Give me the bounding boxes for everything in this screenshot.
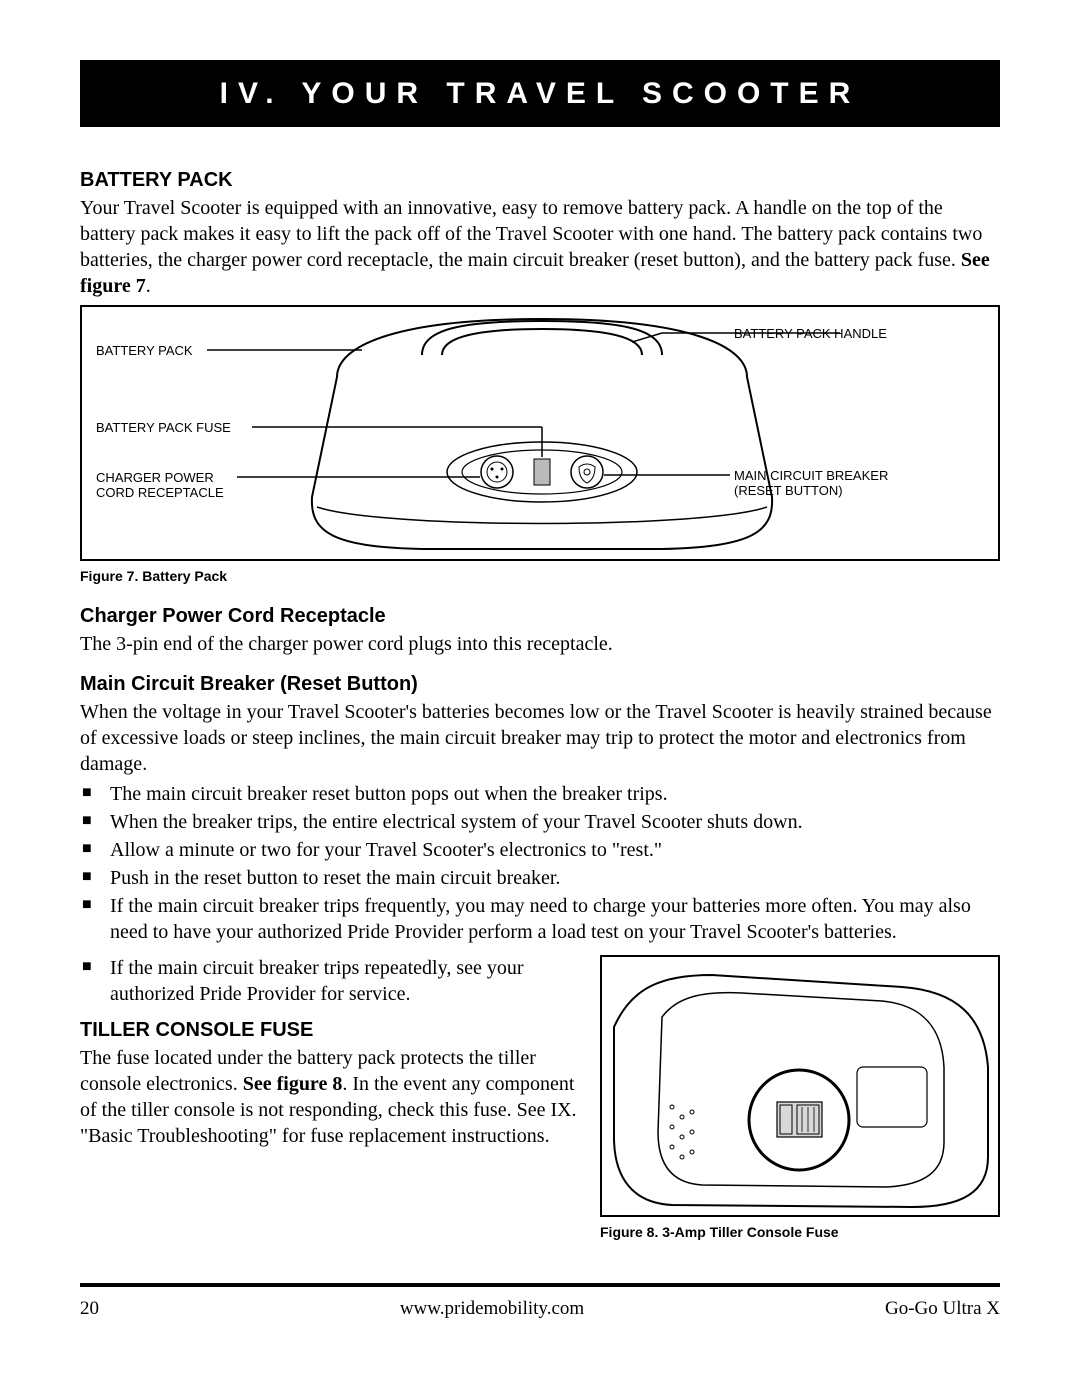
label-charger-power-l1: CHARGER POWER	[96, 470, 214, 486]
label-main-breaker-l1: MAIN CIRCUIT BREAKER	[734, 468, 888, 484]
label-battery-pack-fuse: BATTERY PACK FUSE	[96, 420, 231, 436]
label-battery-pack: BATTERY PACK	[96, 343, 193, 359]
bullet-item: If the main circuit breaker trips repeat…	[110, 955, 580, 1007]
para-tiller-fuse: The fuse located under the battery pack …	[80, 1045, 580, 1149]
para-battery-text: Your Travel Scooter is equipped with an …	[80, 197, 982, 271]
chapter-header: IV. YOUR TRAVEL SCOOTER	[80, 60, 1000, 127]
period: .	[146, 275, 151, 297]
bullet-item: Push in the reset button to reset the ma…	[110, 865, 1000, 891]
heading-tiller-fuse: TILLER CONSOLE FUSE	[80, 1017, 580, 1043]
label-battery-pack-handle: BATTERY PACK HANDLE	[734, 326, 887, 342]
heading-battery-pack: BATTERY PACK	[80, 167, 1000, 193]
label-main-breaker-l2: (RESET BUTTON)	[734, 483, 843, 499]
heading-main-breaker: Main Circuit Breaker (Reset Button)	[80, 671, 1000, 697]
bullet-item: The main circuit breaker reset button po…	[110, 781, 1000, 807]
figure-8-caption: Figure 8. 3-Amp Tiller Console Fuse	[600, 1223, 1000, 1241]
heading-charger-receptacle: Charger Power Cord Receptacle	[80, 603, 1000, 629]
figure-8-tiller-fuse	[600, 955, 1000, 1217]
footer-url: www.pridemobility.com	[400, 1297, 584, 1322]
footer-page-number: 20	[80, 1297, 99, 1322]
label-charger-power-l2: CORD RECEPTACLE	[96, 485, 224, 501]
para-main-breaker: When the voltage in your Travel Scooter'…	[80, 699, 1000, 777]
bullet-item: When the breaker trips, the entire elect…	[110, 809, 1000, 835]
bullet-item: If the main circuit breaker trips freque…	[110, 893, 1000, 945]
breaker-bullet-list-cont: If the main circuit breaker trips repeat…	[80, 955, 580, 1007]
footer-rule	[80, 1283, 1000, 1287]
breaker-bullet-list: The main circuit breaker reset button po…	[80, 781, 1000, 945]
figure-7-caption: Figure 7. Battery Pack	[80, 567, 1000, 585]
footer-product-name: Go-Go Ultra X	[885, 1297, 1000, 1322]
figure-7-battery-pack: BATTERY PACK BATTERY PACK FUSE CHARGER P…	[80, 305, 1000, 561]
tiller-fuse-illustration	[602, 957, 998, 1215]
bullet-item: Allow a minute or two for your Travel Sc…	[110, 837, 1000, 863]
para-charger-receptacle: The 3-pin end of the charger power cord …	[80, 631, 1000, 657]
see-figure-8-ref: See figure 8	[243, 1073, 343, 1095]
para-battery-pack: Your Travel Scooter is equipped with an …	[80, 195, 1000, 299]
page-footer: 20 www.pridemobility.com Go-Go Ultra X	[80, 1297, 1000, 1322]
